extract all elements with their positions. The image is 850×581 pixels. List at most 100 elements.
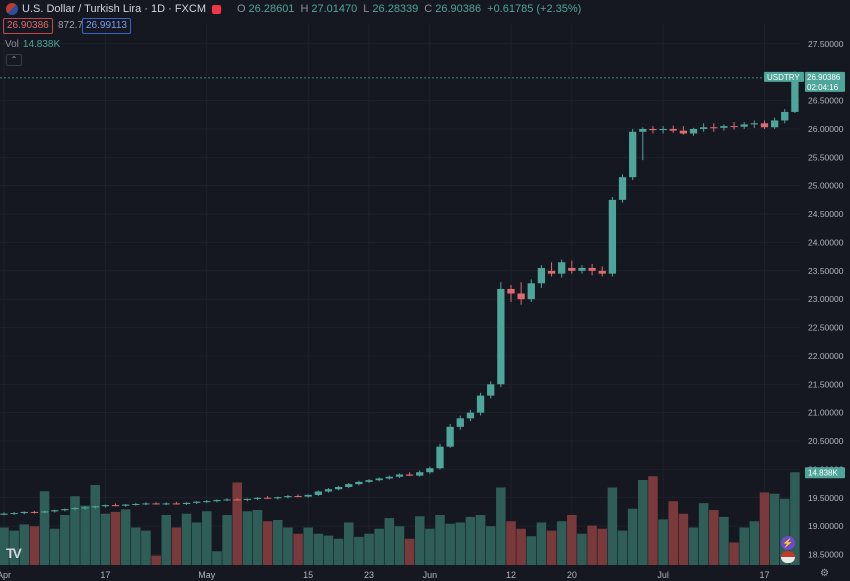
- volume-bar: [364, 533, 374, 565]
- candle-body: [730, 126, 738, 128]
- volume-bar: [394, 526, 405, 565]
- volume-bar: [171, 527, 182, 565]
- candle-body: [182, 502, 191, 504]
- volume-bar: [688, 527, 699, 565]
- volume-bar: [485, 526, 496, 565]
- candle-body: [101, 505, 110, 507]
- candle-body: [781, 111, 789, 121]
- volume-bar: [151, 555, 161, 565]
- volume-bar: [435, 515, 445, 565]
- volume-bar: [475, 515, 486, 565]
- price-tag-box: [805, 71, 845, 92]
- volume-bar: [80, 505, 90, 565]
- volume-bar: [404, 538, 415, 565]
- candle-body: [71, 507, 79, 510]
- volume-bar: [668, 501, 678, 565]
- candle-body: [40, 511, 49, 513]
- volume-bar: [698, 503, 709, 565]
- candle-body: [81, 507, 89, 509]
- volume-bar: [252, 510, 263, 565]
- volume-bar: [445, 523, 455, 565]
- volume-bar: [739, 527, 749, 565]
- price-tick-label: 21.50000: [808, 379, 844, 389]
- volume-bar: [658, 519, 668, 565]
- candle-body: [345, 484, 353, 487]
- volume-bar: [273, 520, 283, 565]
- flag-icon[interactable]: [781, 551, 795, 563]
- candle-body: [679, 130, 688, 134]
- volume-bar: [455, 522, 466, 565]
- tradingview-logo: TV: [6, 545, 22, 561]
- candle-body: [162, 503, 170, 505]
- market-status-icon[interactable]: [211, 4, 221, 14]
- candle-body: [132, 503, 140, 505]
- high-label: H: [300, 3, 309, 15]
- candle-body: [466, 412, 475, 419]
- spread-value: 872.7: [58, 20, 84, 31]
- candle-body: [223, 499, 231, 501]
- candle-body: [385, 476, 393, 479]
- buy-price-button[interactable]: 26.99113: [82, 18, 131, 34]
- volume-bar: [283, 527, 293, 565]
- usd-try-flag-icon: [6, 3, 18, 15]
- volume-bar: [556, 521, 567, 565]
- collapse-legend-button[interactable]: ⌃: [6, 54, 22, 66]
- volume-bar: [790, 472, 800, 565]
- candle-body: [710, 127, 718, 129]
- volume-bar: [536, 522, 547, 565]
- candle-body: [527, 283, 535, 300]
- symbol-title[interactable]: U.S. Dollar / Turkish Lira · 1D · FXCM: [22, 3, 206, 15]
- candle-body: [689, 128, 698, 134]
- close-label: C: [424, 3, 433, 15]
- volume-bar: [343, 522, 354, 565]
- candle-body: [699, 127, 708, 129]
- candle-body: [193, 501, 201, 503]
- candle-body: [578, 267, 586, 271]
- volume-bar: [313, 533, 324, 565]
- candles: [0, 71, 799, 516]
- volume-bar: [110, 511, 121, 565]
- volume-bar: [769, 493, 780, 565]
- volume-bar: [729, 542, 739, 565]
- price-tick-label: 20.50000: [808, 436, 844, 446]
- candle-body: [517, 293, 525, 300]
- candle-body: [497, 288, 505, 385]
- candle-body: [263, 497, 272, 499]
- candle-body: [659, 128, 667, 131]
- time-tick-label: 17: [759, 570, 769, 580]
- open-value: 26.28601: [248, 3, 295, 15]
- time-tick-label: 12: [506, 570, 516, 580]
- candle-body: [456, 418, 464, 427]
- price-tag-countdown: 02:04:16: [807, 83, 839, 92]
- volume-bar: [49, 528, 60, 565]
- time-axis[interactable]: Apr 17 May 15 23 Jun 12 20 Jul 17: [0, 570, 769, 580]
- volume-bar: [323, 535, 334, 565]
- volume-bar: [242, 511, 253, 565]
- price-tick-label: 18.50000: [808, 549, 844, 559]
- candle-body: [274, 497, 282, 499]
- candle-body: [649, 128, 657, 131]
- candle-body: [30, 511, 39, 513]
- volume-bar: [749, 521, 760, 565]
- price-tick-label: 19.00000: [808, 521, 844, 531]
- volume-bar: [131, 527, 141, 565]
- price-tick-label: 22.00000: [808, 351, 844, 361]
- volume-bar: [567, 515, 577, 565]
- gear-icon[interactable]: ⚙: [820, 568, 829, 579]
- volume-bar: [90, 485, 101, 565]
- price-tick-label: 21.00000: [808, 408, 844, 418]
- volume-bar: [60, 515, 70, 565]
- volume-bar: [262, 521, 273, 565]
- price-tick-label: 23.50000: [808, 266, 844, 276]
- candle-body: [314, 491, 322, 495]
- volume-bar: [678, 513, 689, 565]
- sell-price-button[interactable]: 26.90386: [3, 18, 53, 34]
- candle-body: [213, 500, 221, 502]
- lightning-icon[interactable]: ⚡: [781, 536, 795, 550]
- volume-bar: [0, 527, 9, 565]
- price-tag: USDTRY 26.90386 02:04:16: [764, 71, 845, 92]
- volume-bar: [526, 536, 537, 565]
- price-tick-label: 26.00000: [808, 124, 844, 134]
